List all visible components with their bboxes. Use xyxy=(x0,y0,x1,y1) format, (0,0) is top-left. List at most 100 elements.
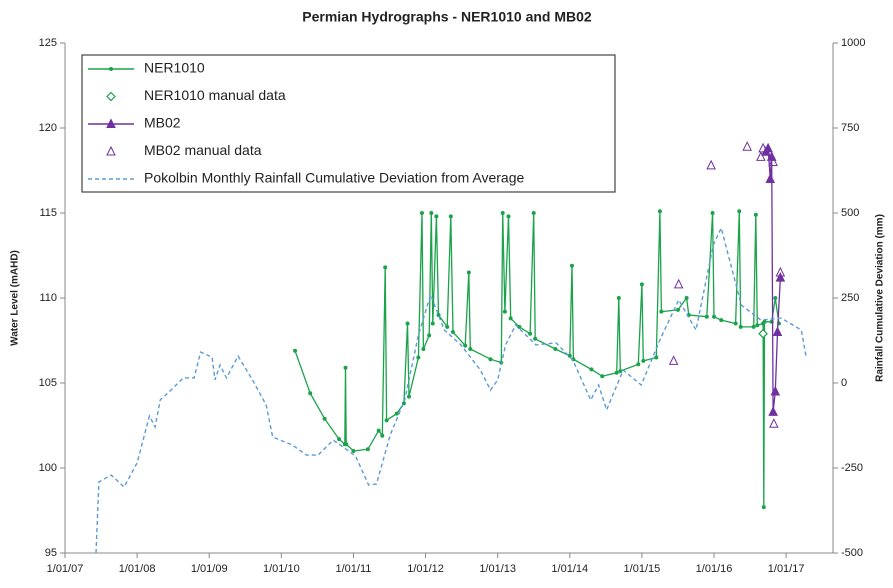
data-point xyxy=(506,214,511,219)
data-point xyxy=(639,282,644,287)
y-tick-label: 95 xyxy=(45,547,57,559)
series-line xyxy=(95,225,807,554)
data-point xyxy=(293,348,298,353)
data-point xyxy=(641,358,646,363)
data-point xyxy=(463,343,468,348)
data-point xyxy=(614,370,619,375)
data-point xyxy=(773,296,778,300)
data-point xyxy=(742,141,752,151)
data-point xyxy=(758,328,768,339)
plot-area xyxy=(95,141,807,554)
data-point xyxy=(308,391,313,396)
legend-label: Pokolbin Monthly Rainfall Cumulative Dev… xyxy=(144,170,524,186)
data-point xyxy=(430,321,435,326)
legend-label: NER1010 xyxy=(144,60,205,76)
data-point xyxy=(434,214,439,219)
data-point xyxy=(756,151,766,161)
data-point xyxy=(445,324,450,329)
data-point xyxy=(719,318,724,323)
data-point xyxy=(567,353,572,358)
data-point xyxy=(618,369,623,374)
data-point xyxy=(528,331,533,336)
data-point xyxy=(569,263,574,268)
y2-tick-label: 500 xyxy=(841,207,859,219)
data-point xyxy=(383,265,388,270)
y2-tick-label: 0 xyxy=(841,377,847,389)
data-point xyxy=(416,355,421,360)
x-tick-label: 1/01/15 xyxy=(624,563,661,575)
data-point xyxy=(753,212,758,217)
data-point xyxy=(427,333,432,338)
data-point xyxy=(765,173,776,183)
data-point xyxy=(468,347,473,351)
data-point xyxy=(770,385,781,396)
y2-tick-label: -250 xyxy=(841,462,863,474)
y2-tick-label: 250 xyxy=(841,292,859,304)
data-point xyxy=(322,416,327,421)
x-tick-label: 1/01/17 xyxy=(768,563,805,575)
y-tick-label: 110 xyxy=(39,292,57,304)
y2-tick-label: 1000 xyxy=(841,37,865,49)
x-tick-label: 1/01/10 xyxy=(263,563,300,575)
y-tick-label: 125 xyxy=(39,37,57,49)
data-point xyxy=(508,316,513,321)
x-tick-label: 1/01/13 xyxy=(479,563,516,575)
data-point xyxy=(738,324,743,329)
data-point xyxy=(380,433,385,438)
data-point xyxy=(755,323,760,328)
data-point xyxy=(394,411,399,416)
y2-tick-label: -500 xyxy=(841,547,863,559)
data-point xyxy=(376,428,381,433)
data-point xyxy=(436,313,441,317)
data-point xyxy=(421,347,426,351)
data-point xyxy=(517,324,522,329)
data-point xyxy=(553,347,558,351)
data-point xyxy=(429,211,434,215)
y-tick-label: 100 xyxy=(39,462,57,474)
data-point xyxy=(406,394,411,399)
data-point xyxy=(737,209,742,214)
y-tick-label: 105 xyxy=(39,377,57,389)
chart-title: Permian Hydrographs - NER1010 and MB02 xyxy=(302,9,592,25)
legend-marker xyxy=(106,145,116,156)
data-point xyxy=(706,159,716,170)
data-point xyxy=(733,321,738,326)
y2-axis-label: Rainfall Cumulative Deviation (mm) xyxy=(875,214,886,382)
x-tick-label: 1/01/09 xyxy=(191,563,228,575)
data-point xyxy=(704,314,709,319)
data-point xyxy=(636,362,641,367)
legend-label: MB02 manual data xyxy=(144,142,262,158)
data-point xyxy=(488,357,493,362)
data-point xyxy=(659,309,664,314)
data-point xyxy=(710,211,715,215)
data-point xyxy=(419,211,424,215)
legend-label: MB02 xyxy=(144,115,181,131)
legend-marker xyxy=(106,91,116,102)
data-point xyxy=(448,214,453,219)
legend-marker xyxy=(109,67,113,71)
data-point xyxy=(675,307,680,312)
data-point xyxy=(365,447,370,452)
x-tick-label: 1/01/14 xyxy=(551,563,588,575)
x-tick-label: 1/01/11 xyxy=(336,563,372,575)
legend-marker xyxy=(106,118,116,128)
data-point xyxy=(589,367,594,372)
data-point xyxy=(772,326,783,336)
data-point xyxy=(775,271,786,282)
legend-box xyxy=(81,54,616,193)
legend-label: NER1010 manual data xyxy=(144,87,286,103)
data-point xyxy=(337,437,342,442)
y2-tick-label: 750 xyxy=(841,122,859,134)
data-point xyxy=(657,209,662,214)
data-point xyxy=(768,406,778,416)
data-point xyxy=(712,314,717,319)
data-point xyxy=(466,270,471,275)
data-point xyxy=(654,355,659,360)
data-point xyxy=(673,278,684,289)
data-point xyxy=(616,296,621,300)
data-point xyxy=(762,319,767,324)
x-tick-label: 1/01/16 xyxy=(696,563,733,575)
data-point xyxy=(600,374,605,379)
x-tick-label: 1/01/07 xyxy=(47,563,84,575)
